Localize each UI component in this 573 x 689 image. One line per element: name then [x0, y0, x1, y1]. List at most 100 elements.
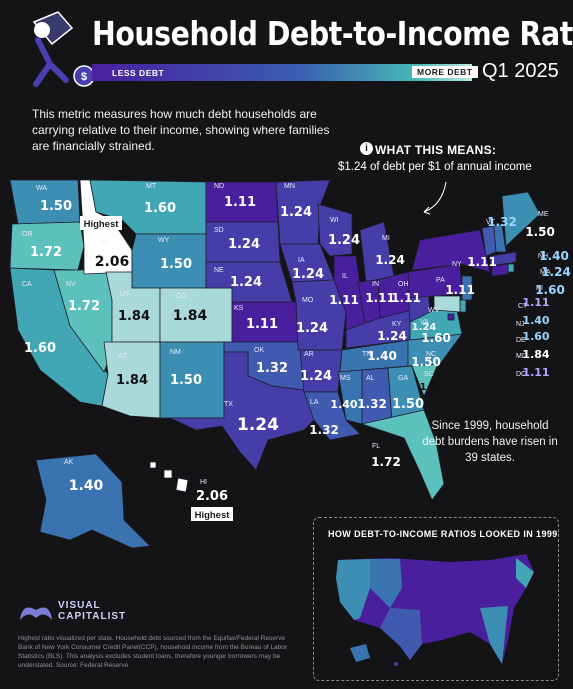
state-value-nc: 1.50 — [411, 355, 441, 369]
state-abbr-ms: MS — [340, 375, 351, 382]
state-abbr-ia: IA — [298, 257, 305, 264]
brand-line2: CAPITALIST — [58, 611, 127, 622]
state-abbr-la: LA — [310, 399, 319, 406]
state-value-nm: 1.50 — [170, 373, 202, 388]
state-abbr-ct: CT — [518, 303, 528, 310]
legend-more-label: MORE DEBT — [412, 66, 478, 78]
state-value-nv: 1.72 — [68, 299, 100, 314]
state-value-ca: 1.60 — [24, 341, 56, 356]
state-abbr-sc: SC — [424, 371, 434, 378]
brand-logo-text: VISUAL CAPITALIST — [58, 600, 126, 622]
state-abbr-nd: ND — [214, 183, 224, 190]
state-abbr-al: AL — [366, 375, 375, 382]
state-abbr-mo: MO — [302, 297, 314, 304]
state-abbr-ga: GA — [398, 375, 408, 382]
state-value-ri: 1.60 — [535, 283, 565, 297]
state-value-nd: 1.11 — [224, 195, 256, 210]
state-abbr-nj: NJ — [516, 321, 525, 328]
intro-text: This metric measures how much debt house… — [32, 107, 330, 153]
state-value-la: 1.32 — [309, 423, 339, 437]
state-value-al: 1.32 — [357, 397, 387, 411]
state-value-ny: 1.11 — [467, 255, 497, 269]
state-abbr-ut: UT — [120, 291, 130, 298]
state-abbr-nh: NH — [538, 253, 548, 260]
state-abbr-ri: RI — [536, 285, 543, 292]
state-value-in: 1.11 — [365, 291, 395, 305]
state-value-vt: 1.32 — [487, 215, 517, 229]
state-wi — [317, 203, 353, 257]
state-value-mi: 1.24 — [375, 253, 405, 267]
state-value-az: 1.84 — [116, 373, 148, 388]
state-abbr-de: DE — [516, 337, 526, 344]
state-abbr-az: AZ — [118, 353, 128, 360]
state-value-ne: 1.24 — [230, 275, 262, 290]
state-me — [501, 191, 541, 247]
state-abbr-ar: AR — [304, 351, 314, 358]
state-abbr-pa: PA — [436, 277, 445, 284]
since-1999-text: Since 1999, household debt burdens have … — [422, 420, 558, 464]
state-value-or: 1.72 — [30, 245, 62, 260]
info-icon: i — [360, 142, 373, 155]
highest-label-id: Highest — [84, 219, 120, 230]
state-value-ia: 1.24 — [292, 267, 324, 282]
state-value-wa: 1.50 — [40, 199, 72, 214]
state-value-il: 1.11 — [329, 293, 359, 307]
state-abbr-md: MD — [516, 353, 527, 360]
state-abbr-mi: MI — [382, 235, 390, 242]
state-abbr-mt: MT — [146, 183, 157, 190]
legend-gradient-bar — [92, 64, 472, 81]
state-value-co: 1.84 — [173, 308, 208, 324]
state-abbr-or: OR — [22, 231, 33, 238]
state-de — [459, 299, 467, 313]
state-value-mt: 1.60 — [144, 201, 176, 216]
state-value-pa: 1.11 — [445, 283, 475, 297]
state-abbr-ca: CA — [22, 281, 32, 288]
state-md — [433, 295, 461, 313]
state-abbr-vt: VT — [486, 219, 496, 226]
brand-line1: VISUAL — [58, 600, 101, 611]
inset-1999-map — [336, 554, 534, 666]
state-abbr-nm: NM — [170, 349, 181, 356]
state-abbr-co: CO — [176, 293, 187, 300]
state-ak — [35, 453, 151, 549]
highest-label-hi: Highest — [195, 510, 231, 521]
state-abbr-nc: NC — [426, 351, 436, 358]
highest-badge-hi — [191, 507, 233, 521]
state-value-va: 1.60 — [421, 331, 451, 345]
state-abbr-sd: SD — [214, 227, 224, 234]
state-abbr-il: IL — [342, 273, 348, 280]
state-value-wy: 1.50 — [160, 257, 192, 272]
state-value-ks: 1.11 — [246, 317, 278, 332]
state-abbr-dc: DC — [516, 371, 526, 378]
state-value-de: 1.60 — [522, 330, 549, 343]
state-or — [9, 221, 85, 271]
svg-text:$: $ — [81, 71, 87, 83]
state-value-ga: 1.50 — [392, 397, 424, 412]
state-abbr-ny: NY — [452, 261, 462, 268]
state-ri — [507, 263, 515, 273]
visual-capitalist-logo-icon — [20, 607, 52, 620]
state-abbr-tx: TX — [224, 401, 233, 408]
state-value-md: 1.84 — [522, 348, 549, 361]
state-la — [303, 391, 361, 441]
state-fl — [360, 409, 445, 501]
state-abbr-oh: OH — [398, 281, 409, 288]
state-dc — [447, 313, 455, 321]
state-abbr-wa: WA — [36, 185, 47, 192]
state-value-ak: 1.40 — [69, 478, 104, 494]
state-abbr-wv: WV — [428, 307, 440, 314]
state-abbr-mn: MN — [284, 183, 295, 190]
state-value-tx: 1.24 — [237, 415, 279, 435]
state-value-oh: 1.11 — [391, 291, 421, 305]
state-value-ma: 1.24 — [541, 265, 571, 279]
state-ct — [491, 263, 509, 277]
state-abbr-ma: MA — [540, 269, 551, 276]
legend-less-label: LESS DEBT — [112, 68, 165, 78]
callout-arrow — [423, 181, 447, 213]
state-value-mn: 1.24 — [280, 205, 312, 220]
state-value-tn: 1.40 — [367, 349, 397, 363]
what-this-means-text: $1.24 of debt per $1 of annual income — [338, 161, 532, 173]
state-value-sd: 1.24 — [228, 237, 260, 252]
inset-1999-panel — [313, 517, 559, 681]
